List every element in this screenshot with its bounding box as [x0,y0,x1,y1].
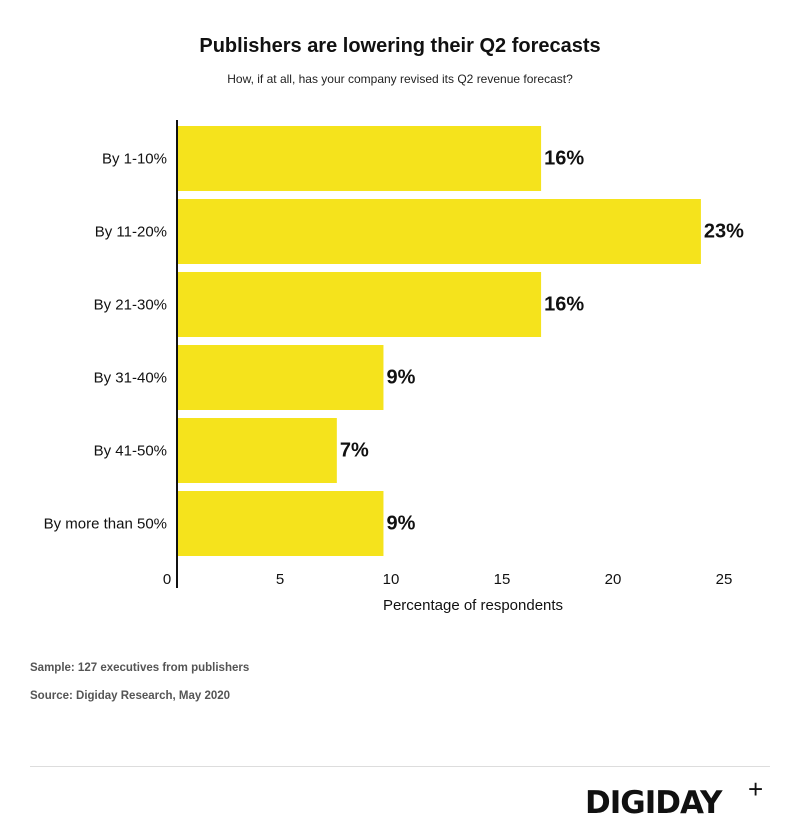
category-label: By 21-30% [94,297,167,314]
bar [177,126,542,191]
bar [177,418,337,483]
data-label: 9% [386,513,415,535]
bar [177,199,701,264]
category-label: By 31-40% [94,370,167,387]
data-label: 23% [704,221,744,243]
bar-chart: By 1-10% 16% By 11-20% 23% By 21-30% 16% By 31… [44,120,744,614]
x-tick-label: 0 [163,571,171,588]
data-label: 16% [544,294,584,316]
category-label: By 11-20% [95,224,167,241]
chart-subtitle: How, if at all, has your company revised… [227,72,573,86]
bar [177,272,542,337]
logo-plus-icon: + [748,774,764,804]
x-tick-label: 15 [494,571,511,588]
x-axis-title: Percentage of respondents [383,597,563,614]
category-label: By 1-10% [102,151,167,168]
x-tick-label: 10 [383,571,400,588]
source-note: Source: Digiday Research, May 2020 [30,690,231,702]
category-label: By more than 50% [44,516,167,533]
x-tick-label: 5 [276,571,284,588]
digiday-logo: DIGIDAY [585,785,722,821]
data-label: 16% [544,148,584,170]
data-label: 7% [340,440,369,462]
x-tick-label: 25 [716,571,733,588]
bar [177,491,384,556]
category-label: By 41-50% [94,443,167,460]
bar [177,345,384,410]
x-tick-label: 20 [605,571,622,588]
data-label: 9% [386,367,415,389]
sample-note: Sample: 127 executives from publishers [30,662,250,674]
footer-divider [30,766,770,767]
chart-title: Publishers are lowering their Q2 forecas… [199,35,601,57]
